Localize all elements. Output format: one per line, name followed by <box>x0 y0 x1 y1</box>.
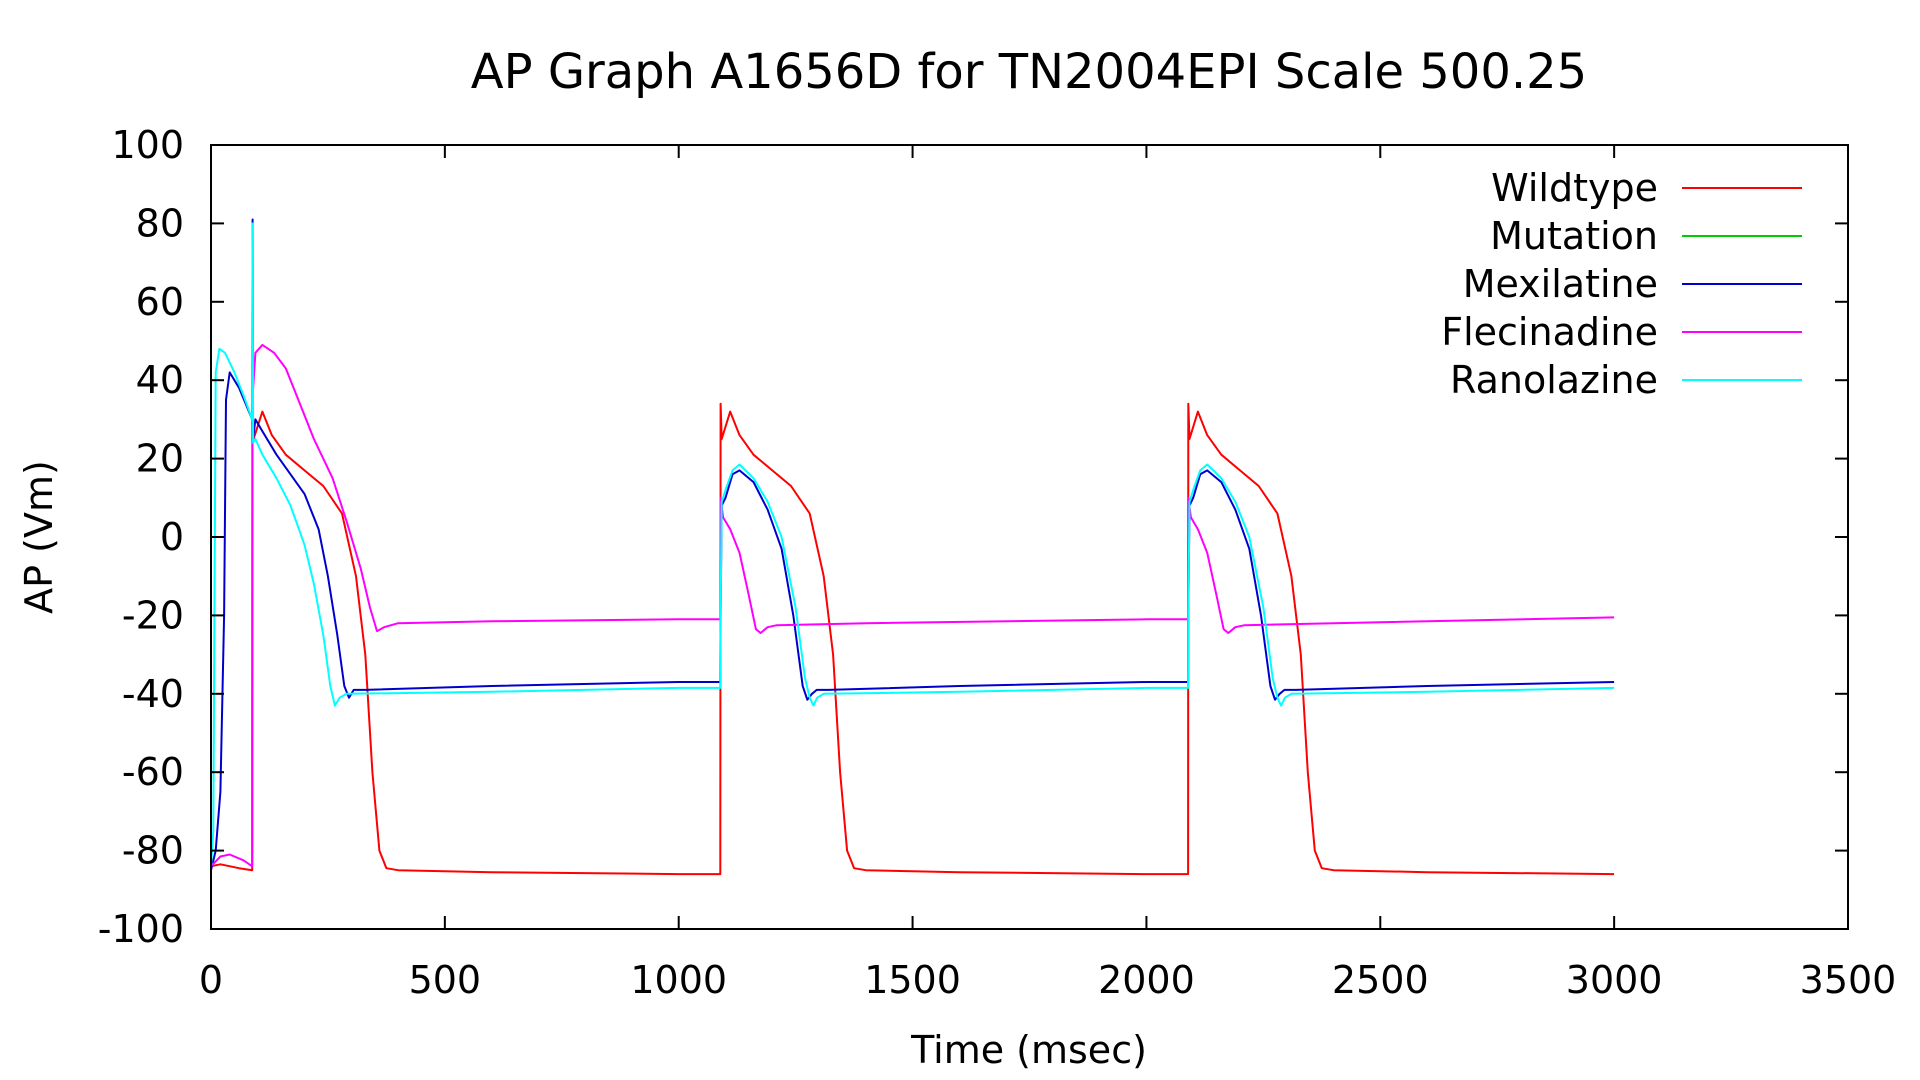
x-axis-label: Time (msec) <box>910 1028 1147 1072</box>
x-tick-label: 500 <box>409 958 482 1002</box>
series-line-wildtype <box>210 402 1615 876</box>
legend: WildtypeMutationMexilatineFlecinadineRan… <box>1441 166 1802 402</box>
legend-label-flecinadine: Flecinadine <box>1441 310 1658 354</box>
x-tick-label: 3500 <box>1800 958 1897 1002</box>
plot-area <box>210 218 1615 876</box>
y-tick-label: 60 <box>136 280 184 324</box>
y-tick-label: -80 <box>122 829 184 873</box>
y-tick-label: 80 <box>136 201 184 245</box>
legend-label-mexilatine: Mexilatine <box>1463 262 1658 306</box>
y-tick-label: 0 <box>160 515 184 559</box>
x-tick-label: 1000 <box>630 958 727 1002</box>
series-line-mexilatine <box>210 218 1615 871</box>
series-line-flecinadine <box>210 343 1615 868</box>
y-tick-label: 100 <box>111 123 184 167</box>
legend-label-ranolazine: Ranolazine <box>1450 358 1658 402</box>
series-line-ranolazine <box>210 222 1615 867</box>
x-tick-label: 0 <box>199 958 223 1002</box>
x-tick-label: 2500 <box>1332 958 1429 1002</box>
y-tick-label: 20 <box>136 437 184 481</box>
y-tick-label: -100 <box>98 907 184 951</box>
y-tick-label: 40 <box>136 358 184 402</box>
legend-label-wildtype: Wildtype <box>1491 166 1658 210</box>
chart-title: AP Graph A1656D for TN2004EPI Scale 500.… <box>471 44 1587 100</box>
y-tick-label: -20 <box>122 593 184 637</box>
y-tick-label: -40 <box>122 672 184 716</box>
y-axis-label: AP (Vm) <box>17 460 61 614</box>
x-tick-label: 1500 <box>864 958 961 1002</box>
x-axis-ticks: 0 500 1000 1500 2000 2500 3000 3500 <box>199 145 1896 1002</box>
legend-label-mutation: Mutation <box>1490 214 1658 258</box>
y-tick-label: -60 <box>122 750 184 794</box>
x-tick-label: 2000 <box>1098 958 1195 1002</box>
y-axis-ticks: -100 -80 -60 -40 -20 0 20 40 60 80 100 <box>98 123 1848 951</box>
x-tick-label: 3000 <box>1566 958 1663 1002</box>
